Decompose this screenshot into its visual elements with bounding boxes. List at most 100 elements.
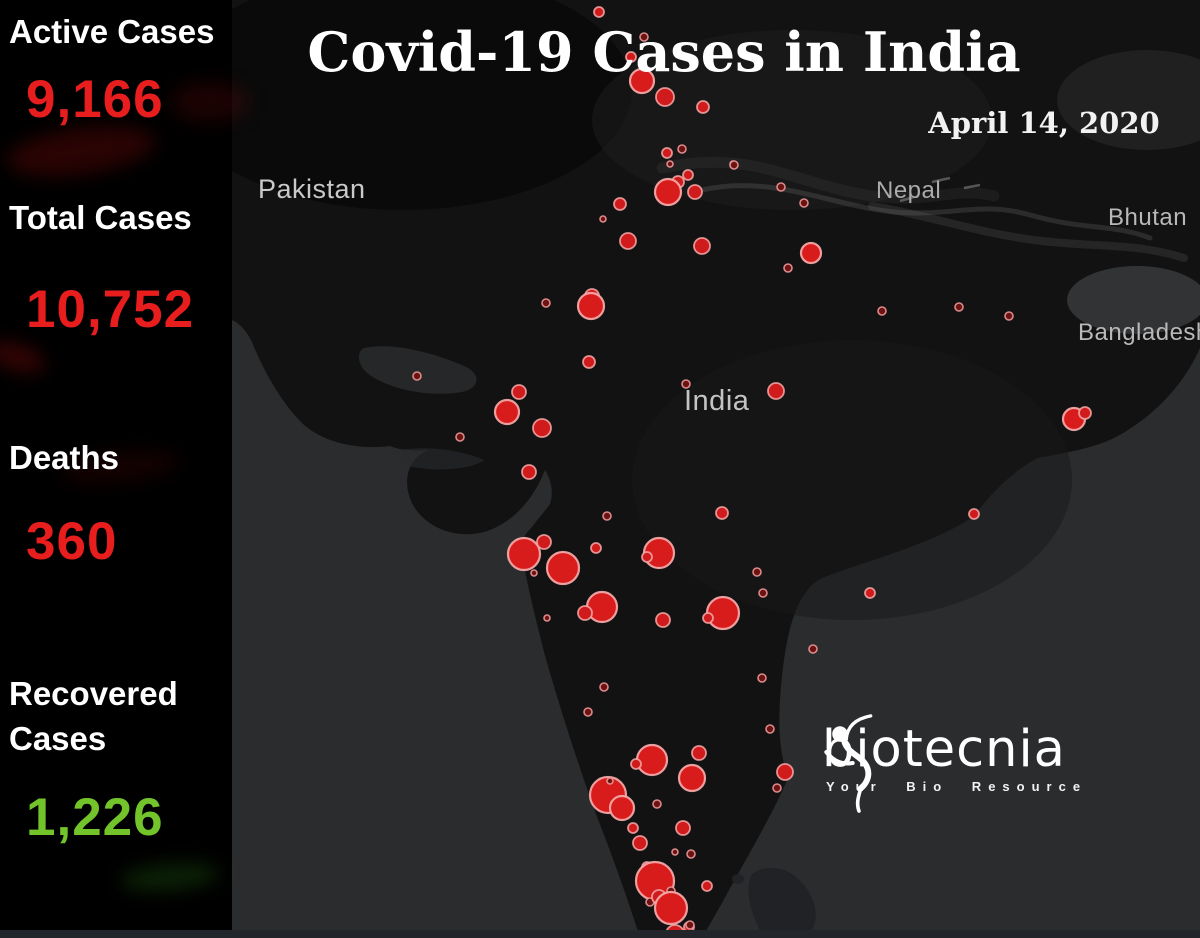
case-bubble bbox=[772, 783, 782, 793]
case-bubble bbox=[729, 160, 739, 170]
red-smudge bbox=[0, 335, 49, 379]
case-bubble bbox=[715, 506, 729, 520]
case-bubble bbox=[671, 848, 679, 856]
snow-peaks bbox=[899, 176, 981, 203]
stat-label: Deaths bbox=[9, 439, 120, 476]
logo-tagline: Your Bio Resource bbox=[826, 779, 1088, 794]
case-bubble bbox=[412, 371, 422, 381]
case-bubble bbox=[630, 758, 642, 770]
case-bubble bbox=[582, 355, 596, 369]
case-bubble bbox=[691, 745, 707, 761]
stat-value: 10,752 bbox=[26, 279, 195, 339]
case-bubble bbox=[599, 682, 609, 692]
case-bubble bbox=[677, 144, 687, 154]
case-bubble bbox=[705, 595, 741, 631]
himalaya-ridge bbox=[868, 202, 1188, 262]
country-label-pakistan: Pakistan bbox=[258, 174, 366, 204]
case-bubble bbox=[590, 542, 602, 554]
case-bubble bbox=[545, 550, 581, 586]
case-bubble bbox=[599, 215, 607, 223]
case-bubble bbox=[685, 920, 695, 930]
case-bubble bbox=[799, 198, 809, 208]
case-bubble bbox=[666, 160, 674, 168]
case-bubble bbox=[808, 644, 818, 654]
country-label-india: India bbox=[684, 385, 750, 417]
case-bubble bbox=[506, 536, 542, 572]
case-bubble bbox=[632, 835, 648, 851]
case-bubble bbox=[757, 673, 767, 683]
case-bubble bbox=[655, 612, 671, 628]
biotecnika-logo: biotecni a Your Bio Resource bbox=[822, 714, 1088, 813]
case-bubble bbox=[532, 418, 552, 438]
case-bubble bbox=[593, 6, 605, 18]
case-bubble bbox=[752, 567, 762, 577]
case-bubble bbox=[776, 182, 786, 192]
terrain-patch bbox=[632, 340, 1072, 620]
case-bubble bbox=[1078, 406, 1092, 420]
case-bubble bbox=[783, 263, 793, 273]
case-bubble bbox=[661, 147, 673, 159]
case-bubble bbox=[625, 51, 637, 63]
case-bubble bbox=[641, 551, 653, 563]
stat-active-cases: Active Cases 9,166 bbox=[0, 10, 232, 130]
logo-row: biotecni a bbox=[822, 714, 1087, 813]
case-bubble bbox=[1004, 311, 1014, 321]
red-smudge bbox=[170, 82, 250, 122]
himalaya-ridge bbox=[699, 183, 1153, 241]
stat-deaths: Deaths 360 bbox=[0, 436, 232, 572]
case-bubble bbox=[653, 890, 689, 926]
case-bubble bbox=[655, 87, 675, 107]
case-bubble bbox=[576, 291, 606, 321]
country-label-bhutan: Bhutan bbox=[1108, 204, 1188, 231]
country-label-bangladesh: Bangladesh bbox=[1078, 319, 1200, 346]
case-bubble bbox=[541, 298, 551, 308]
sri-lanka bbox=[748, 867, 816, 938]
terrain-patch bbox=[1057, 50, 1200, 150]
map-title: Covid-19 Cases in India bbox=[307, 20, 1021, 84]
dancer-icon bbox=[824, 714, 873, 813]
case-bubble bbox=[652, 799, 662, 809]
case-bubble bbox=[968, 508, 980, 520]
case-bubble bbox=[677, 763, 707, 793]
case-bubble bbox=[627, 822, 639, 834]
india-map: Covid-19 Cases in India April 14, 2020 P… bbox=[232, 0, 1200, 938]
case-bubble bbox=[455, 432, 465, 442]
stats-sidebar: Active Cases 9,166 Total Cases 10,752 De… bbox=[0, 0, 250, 938]
case-bubble bbox=[628, 67, 656, 95]
case-bubble bbox=[702, 612, 714, 624]
case-bubble bbox=[864, 587, 876, 599]
bubble-layer bbox=[412, 6, 1092, 938]
stat-recovered-cases: Recovered Cases 1,226 bbox=[0, 672, 232, 848]
islet bbox=[732, 874, 744, 884]
stat-total-cases: Total Cases 10,752 bbox=[0, 196, 232, 340]
case-bubble bbox=[877, 306, 887, 316]
case-bubble bbox=[511, 384, 527, 400]
terrain-shadow bbox=[232, 0, 632, 210]
case-bubble bbox=[686, 849, 696, 859]
green-smudge bbox=[119, 859, 221, 895]
stat-label: Total Cases bbox=[9, 199, 192, 236]
gulf-inlet bbox=[390, 448, 484, 470]
case-bubble bbox=[583, 707, 593, 717]
case-bubble bbox=[577, 605, 593, 621]
case-bubble bbox=[758, 588, 768, 598]
case-bubble bbox=[954, 302, 964, 312]
case-bubble bbox=[776, 763, 794, 781]
case-bubble bbox=[619, 232, 637, 250]
logo-text-left: biotecni bbox=[822, 720, 1034, 779]
case-bubble bbox=[653, 177, 683, 207]
case-bubble bbox=[521, 464, 537, 480]
case-bubble bbox=[530, 569, 538, 577]
case-bubble bbox=[608, 794, 636, 822]
case-bubble bbox=[639, 32, 649, 42]
case-bubble bbox=[681, 379, 691, 389]
case-bubble bbox=[585, 590, 619, 624]
rann-inlet bbox=[358, 346, 477, 394]
stat-label: Active Cases bbox=[9, 13, 215, 50]
case-bubble bbox=[767, 382, 785, 400]
case-bubble bbox=[493, 398, 521, 426]
himalaya-ridge bbox=[656, 156, 1000, 204]
case-bubble bbox=[602, 511, 612, 521]
map-date: April 14, 2020 bbox=[928, 106, 1160, 140]
